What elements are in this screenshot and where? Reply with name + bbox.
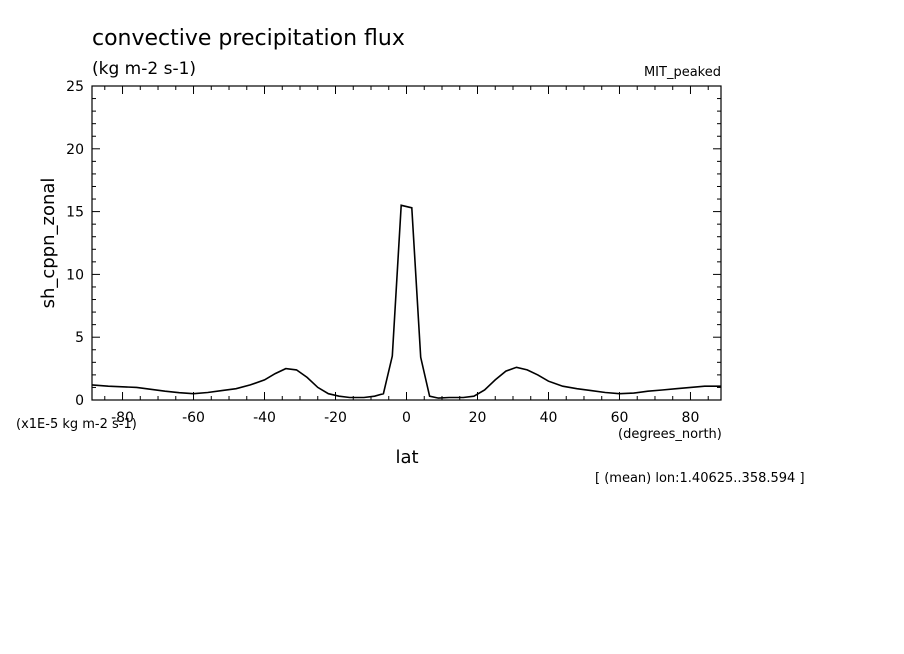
x-tick-label: -40: [253, 410, 276, 426]
x-axis-ticks: [104, 86, 709, 400]
x-tick-label: -80: [111, 410, 134, 426]
y-scale-note: (x1E-5 kg m-2 s-1): [16, 417, 137, 432]
y-axis-tick-labels: 0 5 10 15 20 25: [66, 79, 84, 409]
y-tick-label: 5: [75, 330, 84, 346]
plot-frame: [91, 85, 722, 401]
y-axis-label: sh_cppn_zonal: [38, 178, 59, 309]
y-tick-label: 0: [75, 393, 84, 409]
footer-note: [ (mean) lon:1.40625..358.594 ]: [595, 471, 805, 486]
y-tick-label: 15: [66, 205, 84, 221]
chart-title: convective precipitation flux: [92, 26, 405, 51]
y-tick-label: 20: [66, 142, 84, 158]
x-axis-label: lat: [395, 447, 418, 468]
y-axis-ticks: [92, 85, 721, 401]
y-tick-label: 25: [66, 79, 84, 95]
x-tick-label: 60: [611, 410, 629, 426]
x-axis-tick-labels: -80 -60 -40 -20 0 20 40 60 80: [111, 410, 699, 426]
chart-units: (kg m-2 s-1): [92, 59, 196, 79]
y-tick-label: 10: [66, 267, 84, 283]
x-tick-label: 20: [469, 410, 487, 426]
x-tick-label: 0: [402, 410, 411, 426]
experiment-label: MIT_peaked: [644, 65, 721, 80]
x-tick-label: -20: [324, 410, 347, 426]
x-tick-label: -60: [182, 410, 205, 426]
x-tick-label: 40: [540, 410, 558, 426]
x-tick-label: 80: [682, 410, 700, 426]
series-line: [91, 204, 721, 399]
x-axis-units: (degrees_north): [618, 427, 722, 442]
